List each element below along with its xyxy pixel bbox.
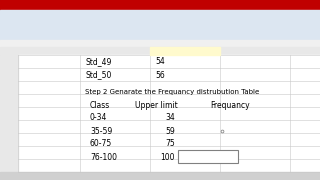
Text: 54: 54 [155, 57, 165, 66]
Bar [18, 55, 320, 172]
Text: Frequancy: Frequancy [210, 100, 250, 109]
Bar [178, 150, 238, 163]
Bar [0, 10, 320, 40]
Text: 0-34: 0-34 [90, 114, 108, 123]
Text: Class: Class [90, 100, 110, 109]
Text: 100: 100 [161, 152, 175, 161]
Text: 56: 56 [155, 71, 165, 80]
Text: Std_49: Std_49 [85, 57, 111, 66]
Bar [0, 0, 320, 10]
Bar [0, 172, 320, 180]
Text: 35-59: 35-59 [90, 127, 112, 136]
Bar [0, 55, 18, 172]
Text: 60-75: 60-75 [90, 140, 112, 148]
Text: 76-100: 76-100 [90, 152, 117, 161]
Text: 59: 59 [165, 127, 175, 136]
Text: Upper limit: Upper limit [135, 100, 178, 109]
Bar [150, 47, 220, 55]
Text: Std_50: Std_50 [85, 71, 111, 80]
Text: 34: 34 [165, 114, 175, 123]
Bar [0, 40, 320, 47]
Bar [0, 47, 320, 55]
Text: Step 2 Genarate the Frequancy distrubution Table: Step 2 Genarate the Frequancy distrubuti… [85, 89, 259, 95]
Text: 75: 75 [165, 140, 175, 148]
